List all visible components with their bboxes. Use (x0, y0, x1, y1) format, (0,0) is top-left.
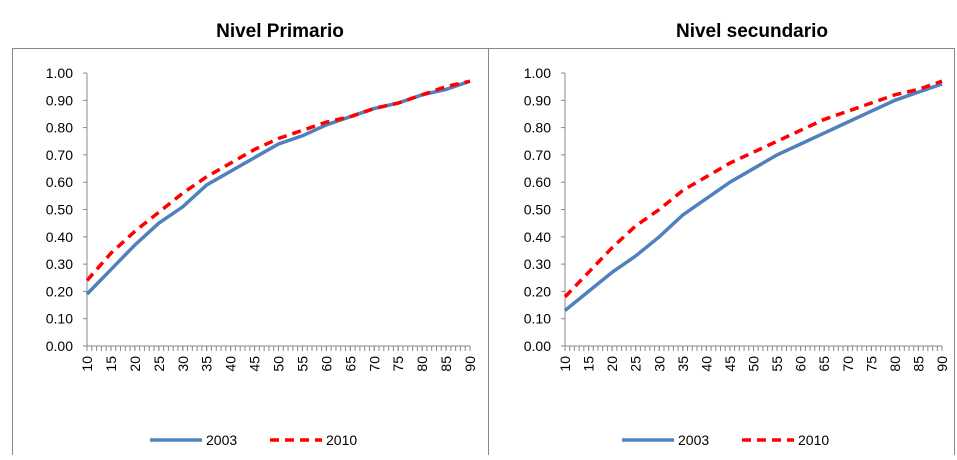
x-tick-label: 15 (103, 356, 119, 372)
data-line (563, 82, 943, 312)
y-tick-label: 0.90 (46, 92, 73, 108)
x-tick-label: 65 (816, 356, 832, 372)
x-tick-label: 35 (675, 356, 691, 372)
panel-frame (12, 48, 489, 459)
x-tick-label: 10 (557, 356, 573, 372)
x-tick-label: 40 (223, 356, 239, 372)
x-tick-label: 70 (366, 356, 382, 372)
x-tick-label: 80 (887, 356, 903, 372)
data-line (563, 79, 943, 299)
y-tick-label: 0.10 (46, 311, 73, 327)
y-tick-label: 0.60 (524, 174, 551, 190)
x-tick-label: 20 (127, 356, 143, 372)
y-tick-label: 0.50 (46, 202, 73, 218)
y-tick-label: 0.00 (524, 338, 551, 354)
x-tick-label: 90 (462, 356, 478, 372)
x-tick-label: 10 (79, 356, 95, 372)
x-tick-label: 15 (581, 356, 597, 372)
y-tick-label: 0.70 (524, 147, 551, 163)
y-tick-label: 0.30 (46, 256, 73, 272)
y-tick-label: 0.20 (46, 283, 73, 299)
chart-title: Nivel Primario (216, 21, 344, 42)
y-tick-label: 0.70 (46, 147, 73, 163)
x-tick-label: 45 (722, 356, 738, 372)
y-tick-label: 1.00 (524, 65, 551, 81)
x-tick-label: 90 (934, 356, 950, 372)
legend-label: 2003 (206, 432, 237, 448)
panel-frame (488, 48, 955, 459)
x-tick-label: 30 (651, 356, 667, 372)
chart-title: Nivel secundario (676, 21, 828, 42)
x-tick-label: 85 (910, 356, 926, 372)
y-tick-label: 0.40 (46, 229, 73, 245)
x-tick-label: 65 (342, 356, 358, 372)
x-tick-label: 25 (628, 356, 644, 372)
x-tick-label: 50 (746, 356, 762, 372)
data-line (85, 79, 471, 282)
y-tick-label: 0.50 (524, 202, 551, 218)
x-tick-label: 45 (247, 356, 263, 372)
x-tick-label: 20 (604, 356, 620, 372)
x-tick-label: 85 (438, 356, 454, 372)
legend-label: 2003 (678, 432, 709, 448)
y-tick-label: 0.40 (524, 229, 551, 245)
x-tick-label: 40 (698, 356, 714, 372)
y-tick-label: 0.60 (46, 174, 73, 190)
x-tick-label: 55 (769, 356, 785, 372)
y-tick-label: 0.80 (46, 120, 73, 136)
x-tick-label: 60 (318, 356, 334, 372)
x-tick-label: 35 (199, 356, 215, 372)
x-tick-label: 50 (271, 356, 287, 372)
y-tick-label: 0.30 (524, 256, 551, 272)
legend-label: 2010 (798, 432, 829, 448)
y-tick-label: 0.10 (524, 311, 551, 327)
x-tick-label: 30 (175, 356, 191, 372)
x-tick-label: 70 (840, 356, 856, 372)
x-tick-label: 75 (863, 356, 879, 372)
x-tick-label: 55 (294, 356, 310, 372)
data-line (85, 79, 471, 296)
x-tick-label: 60 (793, 356, 809, 372)
y-tick-label: 0.20 (524, 283, 551, 299)
y-tick-label: 0.90 (524, 92, 551, 108)
y-tick-label: 0.00 (46, 338, 73, 354)
x-tick-label: 75 (390, 356, 406, 372)
x-tick-label: 80 (414, 356, 430, 372)
legend-label: 2010 (326, 432, 357, 448)
y-tick-label: 0.80 (524, 120, 551, 136)
y-tick-label: 1.00 (46, 65, 73, 81)
x-tick-label: 25 (151, 356, 167, 372)
